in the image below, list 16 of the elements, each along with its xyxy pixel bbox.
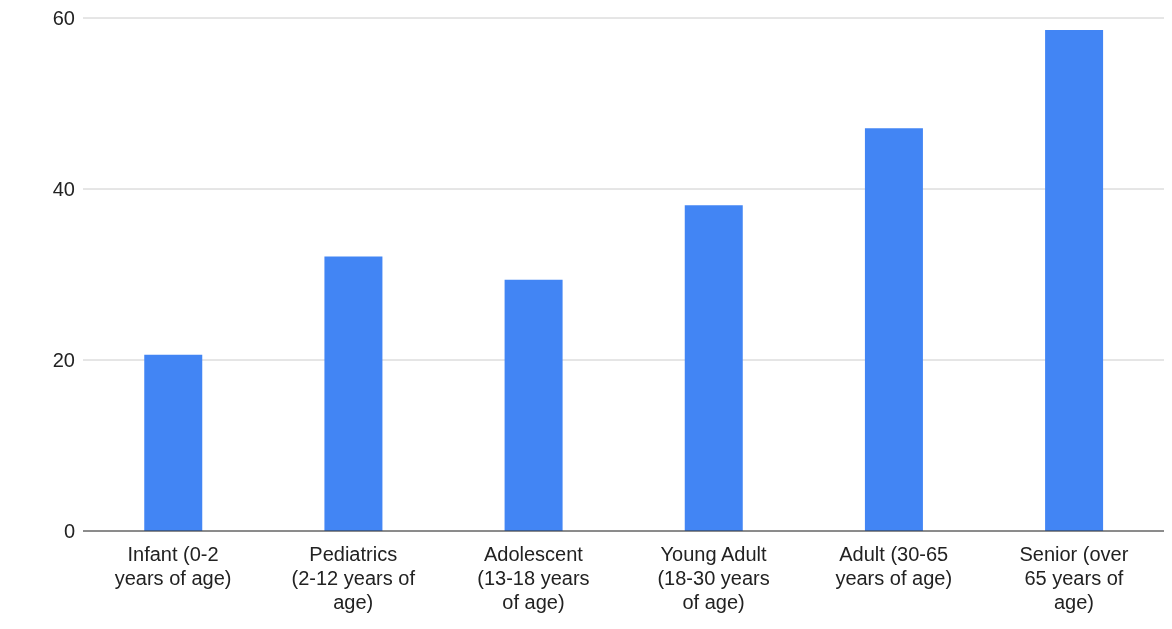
bar [864,128,923,531]
bar [504,279,563,531]
bar [144,354,203,531]
x-tick-label: Young Adult (18-30 years of age) [657,543,770,613]
x-tick-label: Senior (over 65 years of age) [1019,543,1129,613]
y-tick-label: 40 [52,178,75,201]
y-tick-label: 20 [52,349,75,372]
x-tick-label: Infant (0-2 years of age) [114,543,232,589]
bar [324,256,383,531]
y-tick-label: 0 [63,520,75,543]
bar [1045,29,1104,531]
x-tick-label: Pediatrics (2-12 years of age) [291,543,416,613]
y-tick-label: 60 [52,7,75,30]
bar [684,205,743,531]
x-tick-label: Adolescent (13-18 years of age) [477,543,590,613]
x-tick-label: Adult (30-65 years of age) [835,543,953,589]
